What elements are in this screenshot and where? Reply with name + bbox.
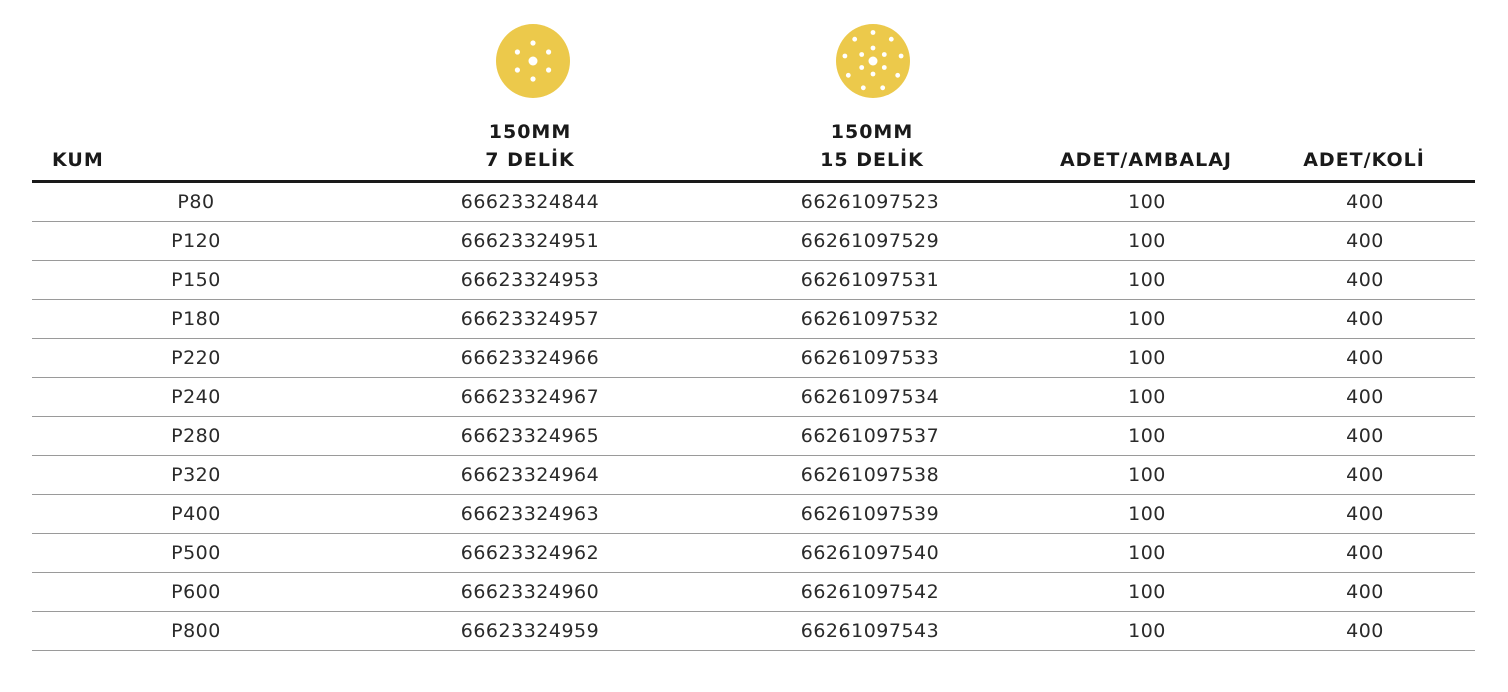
code-7-hole-cell: 66623324967 (460, 386, 600, 408)
product-table-body: P80 66623324844 66261097523 100 400 P120… (32, 183, 1475, 651)
column-header-kum: KUM (52, 149, 104, 171)
grit-cell: P220 (171, 347, 221, 369)
grit-cell: P400 (171, 503, 221, 525)
code-7-hole-cell: 66623324844 (460, 191, 600, 213)
qty-per-box-cell: 400 (1346, 464, 1384, 486)
grit-cell: P320 (171, 464, 221, 486)
grit-cell: P600 (171, 581, 221, 603)
code-7-hole-cell: 66623324962 (460, 542, 600, 564)
qty-per-box-cell: 400 (1346, 386, 1384, 408)
column-header-line: 150MM (830, 121, 914, 143)
qty-per-box-cell: 400 (1346, 542, 1384, 564)
table-row: P400 66623324963 66261097539 100 400 (32, 495, 1475, 534)
column-header-150mm-15-delik: 150MM 15 DELİK (772, 118, 972, 174)
qty-per-pack-cell: 100 (1128, 620, 1166, 642)
column-header-line: 15 DELİK (820, 149, 924, 171)
table-row: P800 66623324959 66261097543 100 400 (32, 612, 1475, 651)
code-7-hole-cell: 66623324953 (460, 269, 600, 291)
table-row: P180 66623324957 66261097532 100 400 (32, 300, 1475, 339)
qty-per-pack-cell: 100 (1128, 464, 1166, 486)
code-15-hole-cell: 66261097523 (800, 191, 940, 213)
qty-per-box-cell: 400 (1346, 191, 1384, 213)
table-row: P240 66623324967 66261097534 100 400 (32, 378, 1475, 417)
qty-per-pack-cell: 100 (1128, 581, 1166, 603)
column-header-150mm-7-delik: 150MM 7 DELİK (430, 118, 630, 174)
qty-per-pack-cell: 100 (1128, 308, 1166, 330)
header-divider (32, 180, 1475, 183)
code-15-hole-cell: 66261097539 (800, 503, 940, 525)
qty-per-box-cell: 400 (1346, 581, 1384, 603)
code-7-hole-cell: 66623324963 (460, 503, 600, 525)
qty-per-pack-cell: 100 (1128, 542, 1166, 564)
grit-cell: P280 (171, 425, 221, 447)
code-15-hole-cell: 66261097543 (800, 620, 940, 642)
qty-per-box-cell: 400 (1346, 308, 1384, 330)
code-7-hole-cell: 66623324957 (460, 308, 600, 330)
code-15-hole-cell: 66261097529 (800, 230, 940, 252)
qty-per-pack-cell: 100 (1128, 269, 1166, 291)
code-7-hole-cell: 66623324965 (460, 425, 600, 447)
qty-per-pack-cell: 100 (1128, 386, 1166, 408)
grit-cell: P180 (171, 308, 221, 330)
code-15-hole-cell: 66261097531 (800, 269, 940, 291)
qty-per-pack-cell: 100 (1128, 230, 1166, 252)
table-row: P80 66623324844 66261097523 100 400 (32, 183, 1475, 222)
code-15-hole-cell: 66261097533 (800, 347, 940, 369)
sanding-disc-15-hole-icon (836, 24, 910, 98)
code-15-hole-cell: 66261097542 (800, 581, 940, 603)
sanding-disc-7-hole-icon (496, 24, 570, 98)
code-7-hole-cell: 66623324966 (460, 347, 600, 369)
grit-cell: P120 (171, 230, 221, 252)
table-row: P280 66623324965 66261097537 100 400 (32, 417, 1475, 456)
code-15-hole-cell: 66261097540 (800, 542, 940, 564)
code-15-hole-cell: 66261097538 (800, 464, 940, 486)
table-row: P150 66623324953 66261097531 100 400 (32, 261, 1475, 300)
qty-per-box-cell: 400 (1346, 620, 1384, 642)
code-15-hole-cell: 66261097537 (800, 425, 940, 447)
table-row: P120 66623324951 66261097529 100 400 (32, 222, 1475, 261)
qty-per-box-cell: 400 (1346, 425, 1384, 447)
table-row: P220 66623324966 66261097533 100 400 (32, 339, 1475, 378)
table-row: P320 66623324964 66261097538 100 400 (32, 456, 1475, 495)
code-7-hole-cell: 66623324959 (460, 620, 600, 642)
qty-per-box-cell: 400 (1346, 503, 1384, 525)
qty-per-pack-cell: 100 (1128, 191, 1166, 213)
table-row: P600 66623324960 66261097542 100 400 (32, 573, 1475, 612)
qty-per-pack-cell: 100 (1128, 425, 1166, 447)
code-7-hole-cell: 66623324951 (460, 230, 600, 252)
qty-per-box-cell: 400 (1346, 230, 1384, 252)
grit-cell: P240 (171, 386, 221, 408)
grit-cell: P800 (171, 620, 221, 642)
code-15-hole-cell: 66261097532 (800, 308, 940, 330)
column-header-line: 150MM (488, 121, 572, 143)
code-15-hole-cell: 66261097534 (800, 386, 940, 408)
qty-per-pack-cell: 100 (1128, 347, 1166, 369)
qty-per-box-cell: 400 (1346, 347, 1384, 369)
qty-per-pack-cell: 100 (1128, 503, 1166, 525)
column-header-adet-ambalaj: ADET/AMBALAJ (1059, 149, 1233, 171)
grit-cell: P150 (171, 269, 221, 291)
qty-per-box-cell: 400 (1346, 269, 1384, 291)
code-7-hole-cell: 66623324960 (460, 581, 600, 603)
grit-cell: P80 (177, 191, 215, 213)
code-7-hole-cell: 66623324964 (460, 464, 600, 486)
table-row: P500 66623324962 66261097540 100 400 (32, 534, 1475, 573)
column-header-adet-koli: ADET/KOLİ (1303, 149, 1425, 171)
column-header-line: 7 DELİK (485, 149, 575, 171)
grit-cell: P500 (171, 542, 221, 564)
